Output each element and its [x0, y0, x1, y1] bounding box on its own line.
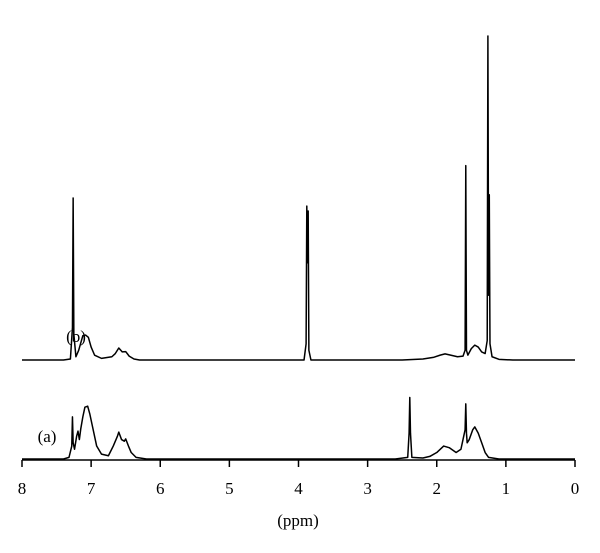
x-axis-label: (ppm) [277, 511, 319, 530]
x-tick-label: 8 [18, 479, 27, 498]
spectrum-line [22, 396, 575, 460]
x-tick-label: 5 [225, 479, 234, 498]
x-tick-label: 3 [363, 479, 372, 498]
x-tick-label: 0 [571, 479, 580, 498]
x-tick-label: 2 [433, 479, 442, 498]
x-tick-label: 4 [294, 479, 303, 498]
trace-label: (a) [38, 427, 57, 446]
x-tick-label: 1 [502, 479, 511, 498]
spectrum-line [22, 35, 575, 361]
x-tick-label: 7 [87, 479, 96, 498]
x-tick-label: 6 [156, 479, 165, 498]
